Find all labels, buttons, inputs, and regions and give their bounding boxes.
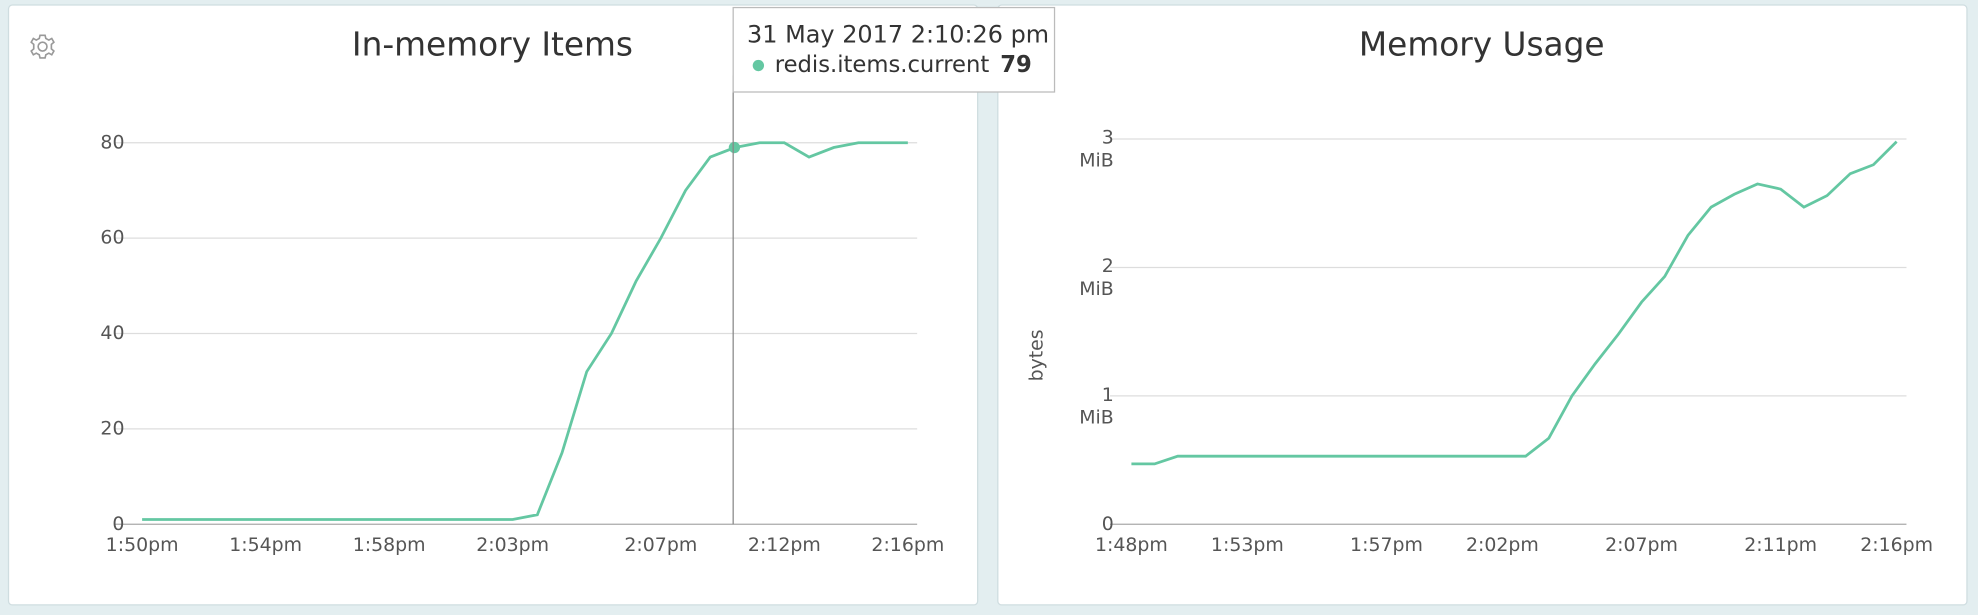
- tooltip-value: 79: [1000, 52, 1032, 78]
- y-tick-text: 1 MiB: [1079, 383, 1114, 429]
- x-tick-label: 2:16pm: [871, 534, 944, 556]
- chart: In-memory Items 0 20 40 60 80 1:50pm 1:54pm 1:58…: [100, 26, 944, 557]
- y-tick-text: 3 MiB: [1079, 126, 1114, 172]
- x-tick-label: 1:58pm: [353, 534, 426, 556]
- data-line: [1131, 140, 1898, 466]
- y-tick-label: 20: [100, 417, 124, 439]
- tooltip-box: [732, 6, 1056, 93]
- x-tick-label: 2:07pm: [624, 534, 697, 556]
- chart-title: In-memory Items: [352, 26, 633, 64]
- x-tick-label: 1:53pm: [1211, 534, 1284, 556]
- x-tick-label: 1:50pm: [106, 534, 179, 556]
- y-tick-label: 40: [100, 322, 124, 344]
- x-tick-label: 2:02pm: [1466, 534, 1539, 556]
- hover-point: [728, 141, 741, 154]
- y-tick-text: 2 MiB: [1079, 254, 1114, 301]
- x-tick-label: 2:12pm: [748, 534, 821, 556]
- x-tick-label: 1:57pm: [1350, 534, 1423, 556]
- y-tick-label: 2 MiB: [1079, 254, 1114, 301]
- x-tick-label: 1:54pm: [229, 534, 302, 556]
- panel: [7, 4, 979, 606]
- x-tick-label: 2:16pm: [1860, 534, 1933, 556]
- y-axis-label: bytes: [1025, 329, 1047, 381]
- y-tick-label: 0: [112, 513, 124, 535]
- x-tick-label: 2:07pm: [1605, 534, 1678, 556]
- chart-title: Memory Usage: [1359, 26, 1605, 64]
- tooltip-series: redis.items.current: [775, 52, 990, 78]
- chart: Memory Usage bytes 0 1 MiB 2 MiB 3 MiB 1:48pm 1…: [1025, 26, 1933, 557]
- tooltip-dot: [752, 59, 765, 72]
- x-tick-label: 2:11pm: [1744, 534, 1817, 556]
- y-tick-label: 1 MiB: [1079, 383, 1114, 429]
- data-line: [142, 141, 908, 521]
- tooltip: 31 May 2017 2:10:26 pm redis.items.curre…: [732, 6, 1056, 93]
- y-tick-label: 3 MiB: [1079, 126, 1114, 172]
- y-tick-label: 80: [100, 131, 124, 153]
- tooltip-title: 31 May 2017 2:10:26 pm: [747, 20, 1049, 48]
- y-tick-label: 60: [100, 227, 124, 249]
- x-tick-label: 2:03pm: [476, 534, 549, 556]
- panel: [997, 4, 1968, 606]
- y-tick-label: 0: [1102, 513, 1114, 535]
- x-tick-label: 1:48pm: [1095, 534, 1168, 556]
- settings-icon[interactable]: [30, 34, 55, 59]
